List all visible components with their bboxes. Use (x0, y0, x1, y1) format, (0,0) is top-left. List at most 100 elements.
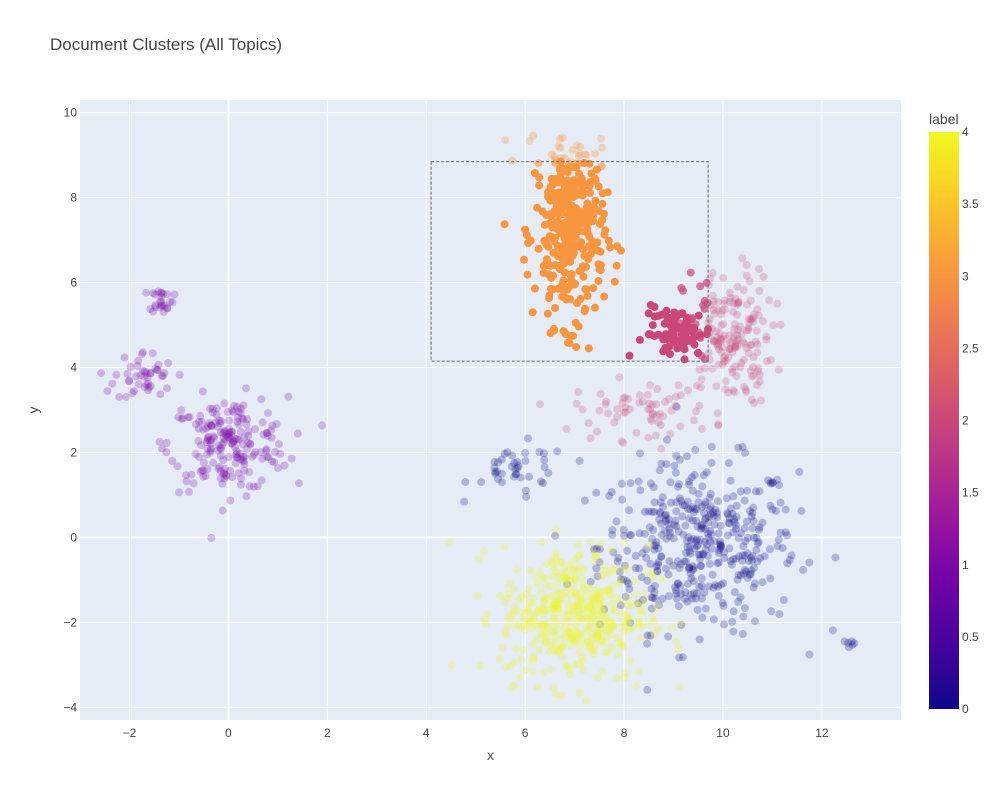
data-point (642, 553, 651, 562)
data-point (739, 355, 748, 364)
data-point (672, 522, 681, 531)
data-point (610, 418, 619, 427)
data-point (679, 530, 688, 539)
data-point (154, 360, 163, 369)
data-point (565, 641, 574, 650)
data-point (447, 660, 456, 669)
data-point (589, 607, 598, 616)
data-point (158, 372, 167, 381)
data-point (686, 549, 695, 558)
data-point (725, 331, 734, 340)
data-point (569, 566, 577, 575)
data-point (704, 529, 712, 538)
data-point (606, 591, 615, 600)
data-point (620, 623, 629, 632)
data-point (753, 305, 762, 314)
data-point (627, 531, 635, 540)
data-point (692, 407, 701, 416)
data-point (242, 420, 251, 429)
data-point (727, 560, 736, 569)
data-point (532, 621, 541, 630)
data-point (187, 470, 196, 479)
data-point (696, 550, 705, 559)
data-point (698, 524, 707, 532)
data-point (716, 521, 725, 530)
data-point (696, 554, 704, 563)
data-point (583, 199, 592, 208)
data-point (685, 547, 694, 556)
data-point (530, 613, 539, 622)
data-point (660, 511, 669, 520)
data-point (697, 375, 706, 384)
data-point (631, 551, 640, 560)
data-point (142, 369, 151, 378)
data-point (586, 538, 595, 546)
data-point (555, 595, 564, 604)
data-point (583, 229, 592, 238)
data-point (664, 570, 673, 579)
data-point (218, 506, 227, 515)
data-point (756, 554, 765, 563)
data-point (554, 600, 563, 609)
data-point (711, 581, 720, 590)
data-point (588, 614, 597, 623)
data-point (582, 262, 590, 271)
data-point (214, 441, 223, 450)
data-point (689, 566, 697, 574)
data-point (562, 628, 571, 637)
data-point (683, 579, 692, 588)
data-point (635, 667, 643, 676)
colorbar-ticks: 00.511.522.533.54 (962, 125, 979, 716)
data-point (619, 394, 628, 403)
data-point (587, 624, 596, 633)
data-point (616, 601, 625, 610)
data-point (749, 583, 758, 592)
data-point (720, 331, 729, 340)
data-point (476, 661, 484, 670)
data-point (163, 304, 172, 313)
data-point (555, 646, 564, 655)
data-point (537, 629, 545, 638)
data-point (541, 637, 550, 646)
selection-box[interactable] (430, 160, 709, 362)
data-point (574, 540, 583, 549)
data-point (707, 458, 716, 467)
data-point (146, 382, 155, 391)
data-point (652, 400, 661, 409)
data-point (613, 633, 622, 642)
data-point (495, 654, 504, 663)
data-point (702, 468, 711, 477)
data-point (97, 369, 106, 378)
data-point (744, 349, 753, 358)
data-point (776, 320, 785, 329)
plot-area[interactable] (80, 100, 901, 720)
data-point (566, 591, 575, 600)
data-point (603, 648, 612, 657)
data-point (643, 390, 652, 399)
data-point (610, 566, 619, 575)
data-point (537, 587, 545, 596)
x-tick-label: 4 (423, 726, 430, 740)
data-point (590, 545, 599, 554)
data-point (690, 589, 699, 598)
data-point (684, 565, 693, 573)
data-point (511, 465, 520, 474)
data-point (634, 477, 643, 486)
data-point (551, 603, 560, 612)
data-point (708, 570, 717, 579)
data-point (624, 395, 633, 404)
data-point (275, 440, 283, 449)
data-point (596, 623, 605, 631)
data-point (244, 439, 253, 447)
data-point (658, 493, 667, 502)
data-point (592, 488, 601, 497)
data-point (562, 177, 571, 186)
data-point (569, 579, 578, 588)
data-point (722, 494, 731, 503)
data-point (163, 304, 172, 313)
data-point (648, 535, 657, 543)
data-point (548, 622, 557, 631)
data-point (676, 422, 685, 431)
data-point (712, 333, 721, 342)
data-point (575, 648, 584, 656)
